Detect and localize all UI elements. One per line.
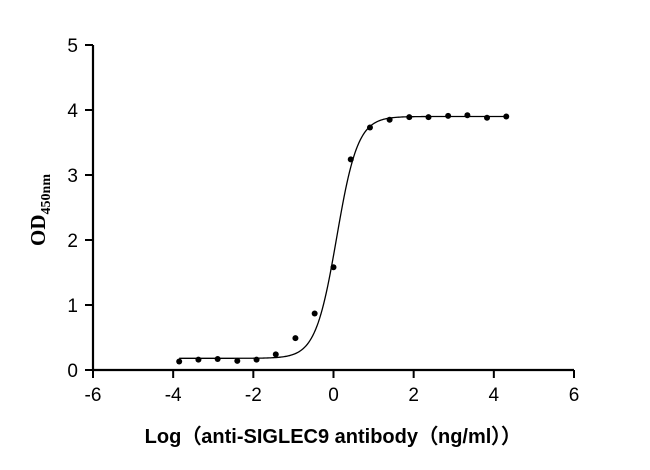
data-point	[464, 112, 471, 119]
axes	[85, 44, 575, 378]
x-tick-label: 0	[328, 385, 339, 406]
x-tick-label: -4	[165, 385, 182, 406]
data-point	[503, 113, 510, 120]
data-point	[366, 124, 373, 131]
x-tick-label: 2	[408, 385, 419, 406]
y-tick-label: 2	[67, 231, 78, 252]
data-point	[253, 356, 260, 363]
data-point	[347, 156, 354, 163]
fit-curve-line	[179, 115, 507, 359]
data-point	[214, 355, 221, 362]
data-point	[195, 356, 202, 363]
y-tick-label: 3	[67, 166, 78, 187]
x-tick-label: 6	[569, 385, 580, 406]
y-tick-label: 1	[67, 296, 78, 317]
y-tick-label: 0	[67, 361, 78, 382]
data-point	[406, 114, 413, 121]
x-tick-label: -2	[245, 385, 262, 406]
x-tick-label: -6	[85, 385, 102, 406]
data-point	[176, 358, 183, 365]
data-points-layer	[176, 112, 510, 365]
data-point	[234, 357, 241, 364]
y-axis-label-main: OD	[26, 214, 50, 246]
data-point	[386, 116, 393, 123]
data-point	[292, 335, 299, 342]
data-point	[484, 114, 491, 121]
data-point	[330, 264, 337, 271]
data-point	[272, 351, 279, 358]
y-tick-label: 4	[67, 101, 78, 122]
y-axis-label: OD450nm	[26, 174, 54, 246]
data-point	[445, 112, 452, 119]
x-axis-label: Log（anti-SIGLEC9 antibody（ng/ml））	[145, 425, 522, 448]
data-point	[311, 310, 318, 317]
tick-labels-layer: -6 -4 -2 0 2 4 6 0 1 2 3 4 5	[67, 36, 579, 406]
x-tick-label: 4	[489, 385, 500, 406]
data-point	[425, 114, 432, 121]
fit-curve-layer	[179, 115, 507, 359]
y-axis-label-subscript: 450nm	[39, 174, 54, 215]
y-tick-label: 5	[67, 36, 78, 57]
